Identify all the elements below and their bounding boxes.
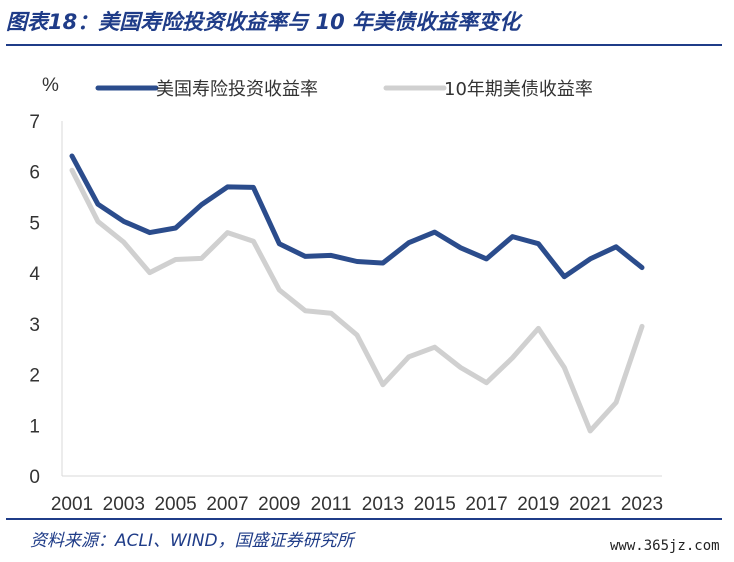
x-tick-label: 2001 bbox=[51, 494, 93, 515]
y-tick-label: 0 bbox=[29, 467, 40, 488]
y-tick-label: 6 bbox=[29, 163, 40, 184]
x-tick-label: 2019 bbox=[517, 494, 559, 515]
x-tick-label: 2013 bbox=[362, 494, 404, 515]
y-tick-label: 4 bbox=[29, 264, 40, 285]
x-tick-label: 2005 bbox=[154, 494, 196, 515]
title-divider bbox=[6, 44, 722, 46]
watermark: www.365jz.com bbox=[610, 538, 720, 554]
x-tick-label: 2003 bbox=[103, 494, 145, 515]
x-tick-label: 2009 bbox=[258, 494, 300, 515]
x-tick-label: 2023 bbox=[621, 494, 663, 515]
legend-label-series-1: 美国寿险投资收益率 bbox=[156, 79, 318, 100]
x-tick-label: 2015 bbox=[414, 494, 456, 515]
series-line-2 bbox=[69, 167, 645, 434]
y-tick-label: 2 bbox=[29, 366, 40, 387]
line-chart: % 美国寿险投资收益率 10年期美债收益率 0 1 2 3 4 5 6 7 2001 2003 20… bbox=[29, 75, 663, 515]
legend-label-series-2: 10年期美债收益率 bbox=[444, 79, 593, 100]
x-tick-label: 2017 bbox=[465, 494, 507, 515]
series-line-1 bbox=[69, 153, 645, 280]
plot-area: 0 1 2 3 4 5 6 7 2001 2003 2005 2007 2009 2011 2013 2015… bbox=[29, 112, 663, 515]
x-tick-label: 2021 bbox=[569, 494, 611, 515]
legend: 美国寿险投资收益率 10年期美债收益率 bbox=[95, 79, 593, 100]
y-tick-label: 5 bbox=[29, 213, 40, 234]
footer-divider bbox=[6, 518, 722, 520]
y-tick-label: 1 bbox=[29, 416, 40, 437]
x-tick-label: 2011 bbox=[311, 494, 352, 515]
y-axis-unit-label: % bbox=[42, 75, 59, 96]
source-note: 资料来源：ACLI、WIND，国盛证券研究所 bbox=[30, 531, 354, 551]
y-tick-label: 7 bbox=[29, 112, 40, 133]
y-tick-label: 3 bbox=[29, 315, 40, 336]
figure-title: 图表18：美国寿险投资收益率与 10 年美债收益率变化 bbox=[6, 10, 521, 34]
x-tick-label: 2007 bbox=[206, 494, 248, 515]
